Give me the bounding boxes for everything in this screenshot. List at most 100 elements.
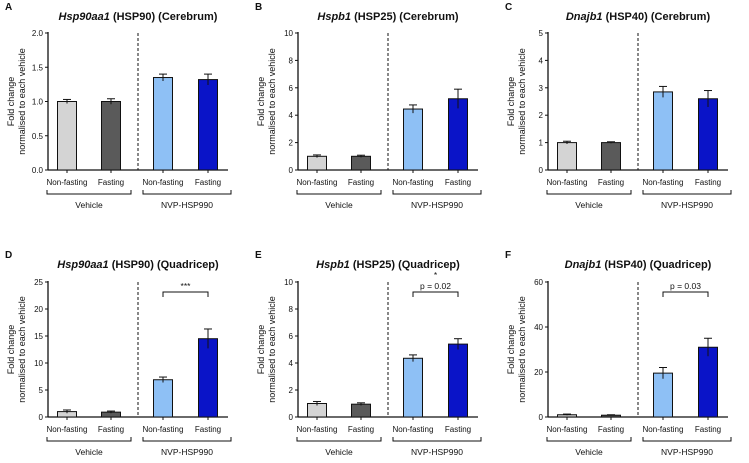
y-label-line2: normalised to each vehicle xyxy=(517,48,527,155)
title-gene: Hspb1 xyxy=(317,11,351,23)
bar xyxy=(557,142,577,171)
y-tick-label: 2.0 xyxy=(32,29,44,38)
category-label: Fasting xyxy=(98,178,124,187)
significance-bracket xyxy=(662,291,709,297)
y-label-line1: Fold change xyxy=(506,325,516,375)
panel-title: Hspb1 (HSP25) (Cerebrum) xyxy=(317,11,459,23)
bar xyxy=(448,98,468,171)
title-rest: (HSP40) (Cerebrum) xyxy=(603,11,711,23)
group-label: NVP-HSP990 xyxy=(411,200,463,210)
group-label: NVP-HSP990 xyxy=(411,447,463,457)
y-tick-label: 0 xyxy=(289,166,294,175)
category-label: Fasting xyxy=(348,425,374,434)
y-label-line2: normalised to each vehicle xyxy=(267,296,277,403)
panel-title: Hsp90aa1 (HSP90) (Quadricep) xyxy=(57,259,219,271)
panel-letter: A xyxy=(5,2,12,13)
bar xyxy=(101,101,121,171)
title-rest: (HSP25) (Cerebrum) xyxy=(351,11,459,23)
title-rest: (HSP25) (Quadricep) xyxy=(350,259,460,271)
group-label: NVP-HSP990 xyxy=(661,447,713,457)
group-bracket xyxy=(546,190,632,195)
y-axis-label: Fold changenormalised to each vehicle xyxy=(506,48,527,155)
y-tick-label: 0 xyxy=(289,413,294,422)
group-bracket xyxy=(46,437,132,442)
y-axis-label: Fold changenormalised to each vehicle xyxy=(256,296,277,403)
y-label-line1: Fold change xyxy=(256,325,266,375)
y-tick-label: 10 xyxy=(34,359,43,368)
y-tick-label: 0.0 xyxy=(32,166,44,175)
category-label: Fasting xyxy=(195,178,221,187)
y-label-line1: Fold change xyxy=(256,77,266,127)
y-tick-label: 60 xyxy=(534,278,543,287)
panel-letter: C xyxy=(505,2,512,13)
bar xyxy=(153,379,173,418)
panel-title: Hsp90aa1 (HSP90) (Cerebrum) xyxy=(59,11,218,23)
y-tick-label: 5 xyxy=(539,29,544,38)
panel-e: E Hspb1 (HSP25) (Quadricep) Fold changenor… xyxy=(255,250,482,457)
y-tick-label: 5 xyxy=(39,386,44,395)
category-label: Non-fasting xyxy=(143,425,184,434)
y-tick-label: 8 xyxy=(289,56,294,65)
y-tick-label: 40 xyxy=(534,323,543,332)
bar xyxy=(403,108,423,171)
group-label: Vehicle xyxy=(575,447,603,457)
group-label: Vehicle xyxy=(325,447,353,457)
bar xyxy=(448,343,468,418)
y-axis-label: Fold changenormalised to each vehicle xyxy=(506,296,527,403)
group-bracket xyxy=(546,437,632,442)
category-label: Non-fasting xyxy=(393,178,434,187)
significance-bracket xyxy=(412,291,459,297)
bar xyxy=(153,77,173,171)
title-gene: Hsp90aa1 xyxy=(57,259,108,271)
bar xyxy=(351,155,371,171)
group-bracket xyxy=(642,190,732,195)
panel-f: F Dnajb1 (HSP40) (Quadricep) Fold changeno… xyxy=(505,250,732,457)
category-label: Non-fasting xyxy=(297,425,338,434)
y-tick-label: 6 xyxy=(289,84,294,93)
category-label: Fasting xyxy=(445,425,471,434)
y-tick-label: 1 xyxy=(539,139,544,148)
y-tick-label: 20 xyxy=(34,305,43,314)
y-label-line1: Fold change xyxy=(6,325,16,375)
category-label: Fasting xyxy=(98,425,124,434)
group-bracket xyxy=(642,437,732,442)
category-label: Fasting xyxy=(348,178,374,187)
group-label: Vehicle xyxy=(75,200,103,210)
panel-letter: E xyxy=(255,250,262,261)
category-label: Fasting xyxy=(598,425,624,434)
group-label: Vehicle xyxy=(575,200,603,210)
panel-title: Dnajb1 (HSP40) (Cerebrum) xyxy=(566,11,711,23)
y-label-line2: normalised to each vehicle xyxy=(17,48,27,155)
category-label: Non-fasting xyxy=(643,425,684,434)
y-tick-label: 4 xyxy=(289,359,294,368)
y-label-line2: normalised to each vehicle xyxy=(17,296,27,403)
panel-letter: F xyxy=(505,250,511,261)
y-tick-label: 10 xyxy=(284,278,293,287)
y-tick-label: 6 xyxy=(289,332,294,341)
group-label: Vehicle xyxy=(75,447,103,457)
bar xyxy=(698,98,718,171)
group-label: NVP-HSP990 xyxy=(661,200,713,210)
panel-letter: D xyxy=(5,250,12,261)
category-label: Non-fasting xyxy=(547,425,588,434)
p-value: p = 0.02 xyxy=(420,281,451,291)
group-bracket xyxy=(142,437,232,442)
bar xyxy=(307,155,327,171)
category-label: Fasting xyxy=(598,178,624,187)
panel-a: A Hsp90aa1 (HSP90) (Cerebrum) Fold changen… xyxy=(5,2,232,210)
category-label: Non-fasting xyxy=(297,178,338,187)
bar xyxy=(198,338,218,418)
category-label: Fasting xyxy=(695,425,721,434)
category-label: Non-fasting xyxy=(47,425,88,434)
y-tick-label: 2 xyxy=(289,139,294,148)
bar xyxy=(601,142,621,171)
bar xyxy=(198,79,218,171)
category-label: Non-fasting xyxy=(547,178,588,187)
significance-stars: * xyxy=(434,270,438,280)
y-tick-label: 0.5 xyxy=(32,132,44,141)
panel-c: C Dnajb1 (HSP40) (Cerebrum) Fold changenor… xyxy=(505,2,732,210)
y-tick-label: 4 xyxy=(289,111,294,120)
y-axis-label: Fold changenormalised to each vehicle xyxy=(256,48,277,155)
group-label: NVP-HSP990 xyxy=(161,447,213,457)
